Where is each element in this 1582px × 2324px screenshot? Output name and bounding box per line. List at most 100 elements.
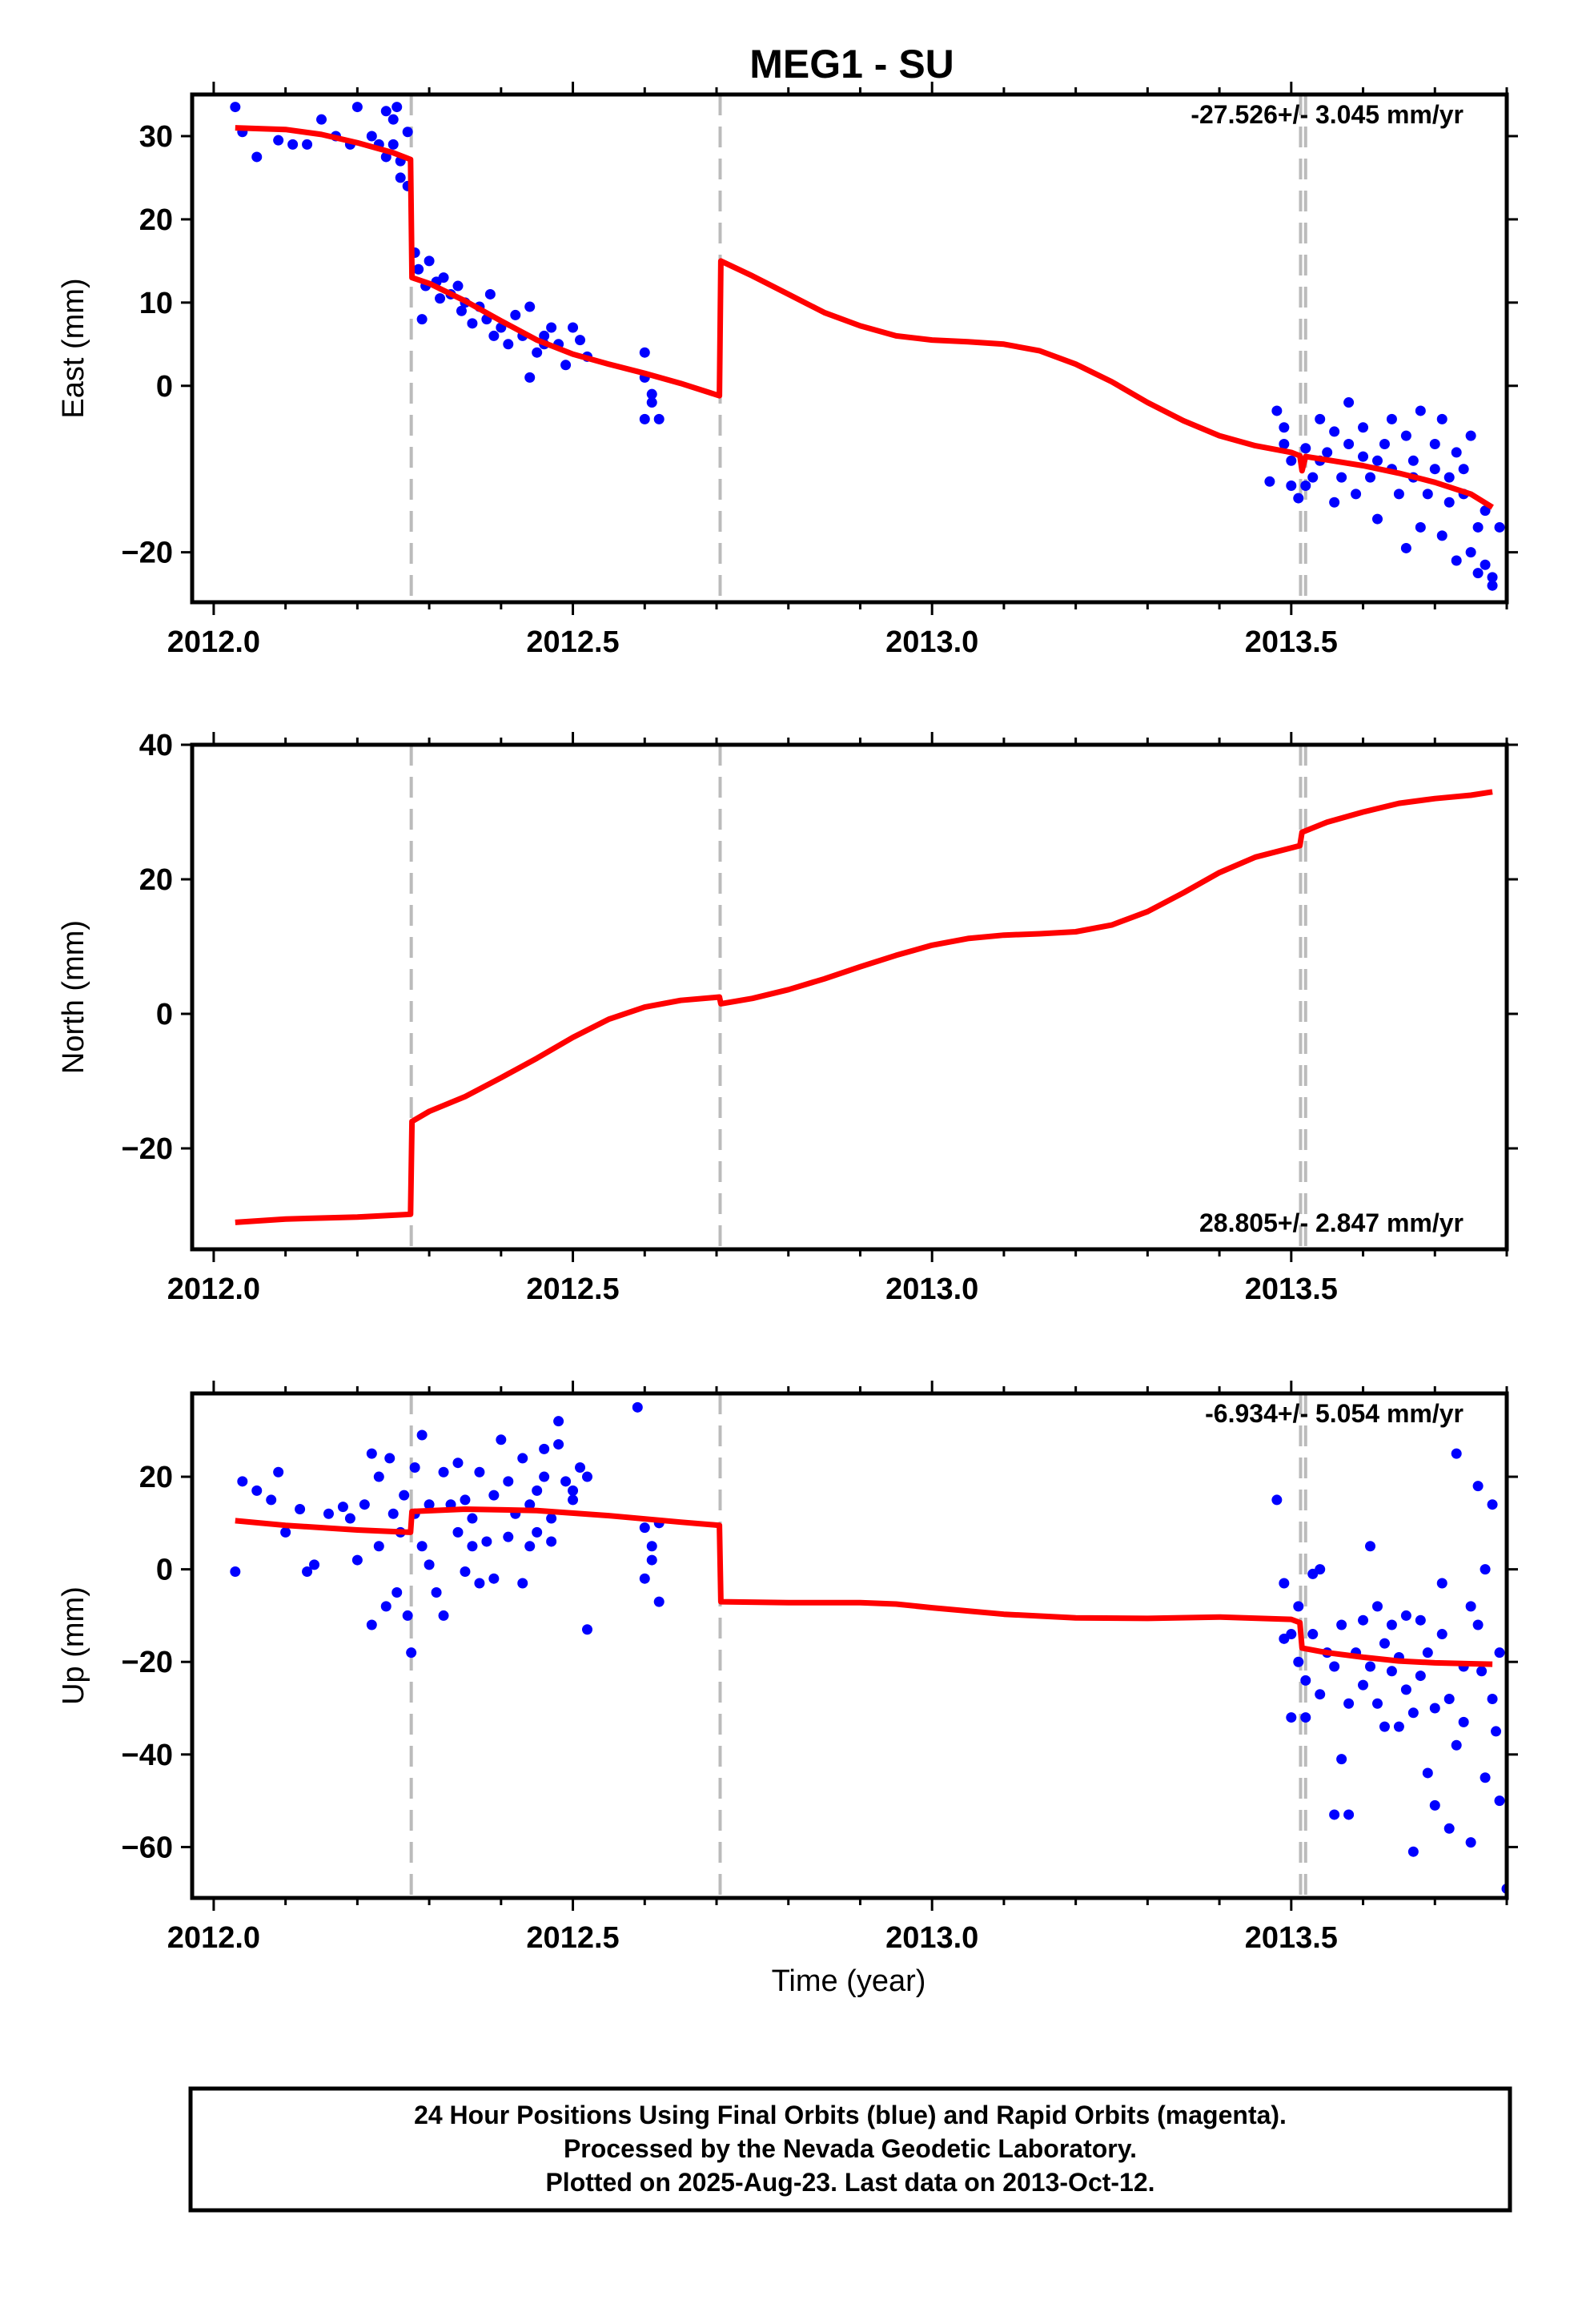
y-tick-label: 20 [139, 863, 173, 897]
data-point [366, 1619, 377, 1630]
plot-frame [190, 92, 1509, 605]
data-point [1472, 568, 1484, 579]
data-point [380, 1601, 391, 1612]
y-tick-label: −20 [122, 1132, 173, 1166]
data-point [1458, 1716, 1469, 1727]
data-point [1429, 464, 1440, 475]
data-point [1494, 1795, 1505, 1807]
data-point [1371, 513, 1383, 525]
data-point [366, 131, 377, 142]
data-point [438, 1466, 449, 1478]
data-point [323, 1508, 334, 1519]
x-tick-label: 2013.0 [885, 1921, 978, 1955]
data-point [503, 339, 514, 350]
data-point [1279, 1578, 1290, 1589]
data-point [1429, 1799, 1440, 1811]
data-point [1336, 1754, 1347, 1765]
data-point [1307, 472, 1319, 483]
data-point [380, 106, 391, 117]
data-point [309, 1559, 320, 1570]
data-point [1293, 1601, 1304, 1612]
data-point [646, 397, 657, 408]
data-point [1371, 1601, 1383, 1612]
data-point [273, 1466, 284, 1478]
plot-frame [190, 1391, 1509, 1900]
data-point [395, 172, 406, 183]
data-point [237, 1476, 248, 1487]
data-point [1436, 1629, 1447, 1640]
data-point [1293, 493, 1304, 504]
data-point [1494, 521, 1505, 533]
data-point [452, 1458, 464, 1469]
data-point [568, 322, 579, 333]
chart-title: MEG1 - SU [749, 42, 954, 86]
model-fit-line [235, 125, 1494, 510]
data-point [532, 1526, 543, 1538]
data-point [646, 1541, 657, 1552]
north-panel: 2012.0 2012.5 2013.0 2013.5 40 20 0 −20 North (m… [57, 729, 1518, 1306]
data-point [1386, 1666, 1397, 1677]
data-point [416, 1429, 428, 1441]
data-point [1415, 1671, 1426, 1682]
data-point [1458, 464, 1469, 475]
data-point [1443, 497, 1455, 508]
data-point [524, 372, 536, 383]
data-point [503, 1531, 514, 1542]
data-point [524, 1541, 536, 1552]
data-point [1443, 1823, 1455, 1834]
model-fit-line [235, 1506, 1493, 1667]
x-tick-label: 2013.5 [1245, 1273, 1338, 1306]
data-point [1429, 439, 1440, 450]
data-point [230, 1566, 241, 1578]
y-tick-label: 0 [156, 1554, 173, 1587]
data-point [359, 1499, 370, 1510]
data-point [1307, 1629, 1319, 1640]
data-point [316, 114, 327, 125]
data-point [1400, 1684, 1411, 1695]
footer-box: 24 Hour Positions Using Final Orbits (bl… [188, 2086, 1512, 2213]
data-point [1494, 1647, 1505, 1659]
data-point [553, 1439, 564, 1450]
data-point [488, 1573, 500, 1584]
data-point [1329, 497, 1340, 508]
data-point [488, 1490, 500, 1501]
data-point [1443, 472, 1455, 483]
data-point [402, 1610, 413, 1621]
data-point [1465, 430, 1476, 441]
data-point [1436, 413, 1447, 424]
data-point [1343, 439, 1355, 450]
data-point [503, 1476, 514, 1487]
data-point [575, 1462, 586, 1473]
data-point [1365, 1541, 1376, 1552]
data-point [1465, 1601, 1476, 1612]
y-tick-label: −20 [122, 537, 173, 570]
data-point [1429, 1703, 1440, 1714]
data-point [1264, 476, 1275, 487]
data-point [1407, 1707, 1419, 1719]
data-point [1451, 1739, 1462, 1751]
data-point [1472, 521, 1484, 533]
data-point [1407, 455, 1419, 466]
up-panel: 2012.0 2012.5 2013.0 2013.5 20 0 −20 −40 −60 Up (… [57, 1381, 1518, 1955]
data-point [1358, 1679, 1369, 1691]
data-point [1300, 1712, 1311, 1723]
data-point [1472, 1619, 1484, 1630]
footer-line-3: Plotted on 2025-Aug-23. Last data on 201… [545, 2168, 1154, 2197]
data-point [438, 1610, 449, 1621]
data-point [1393, 489, 1404, 500]
data-point [424, 255, 435, 267]
data-point [230, 102, 241, 113]
data-point [632, 1401, 643, 1413]
data-point [581, 1471, 592, 1482]
data-point [1436, 530, 1447, 541]
data-point [1358, 422, 1369, 433]
data-point [1487, 580, 1498, 591]
data-point [287, 139, 299, 150]
data-point [373, 1471, 384, 1482]
x-tick-label: 2012.0 [167, 1273, 260, 1306]
data-point [467, 1541, 478, 1552]
data-point [1286, 1712, 1297, 1723]
y-tick-label: 0 [156, 370, 173, 404]
data-point [467, 1513, 478, 1524]
data-point [1365, 472, 1376, 483]
